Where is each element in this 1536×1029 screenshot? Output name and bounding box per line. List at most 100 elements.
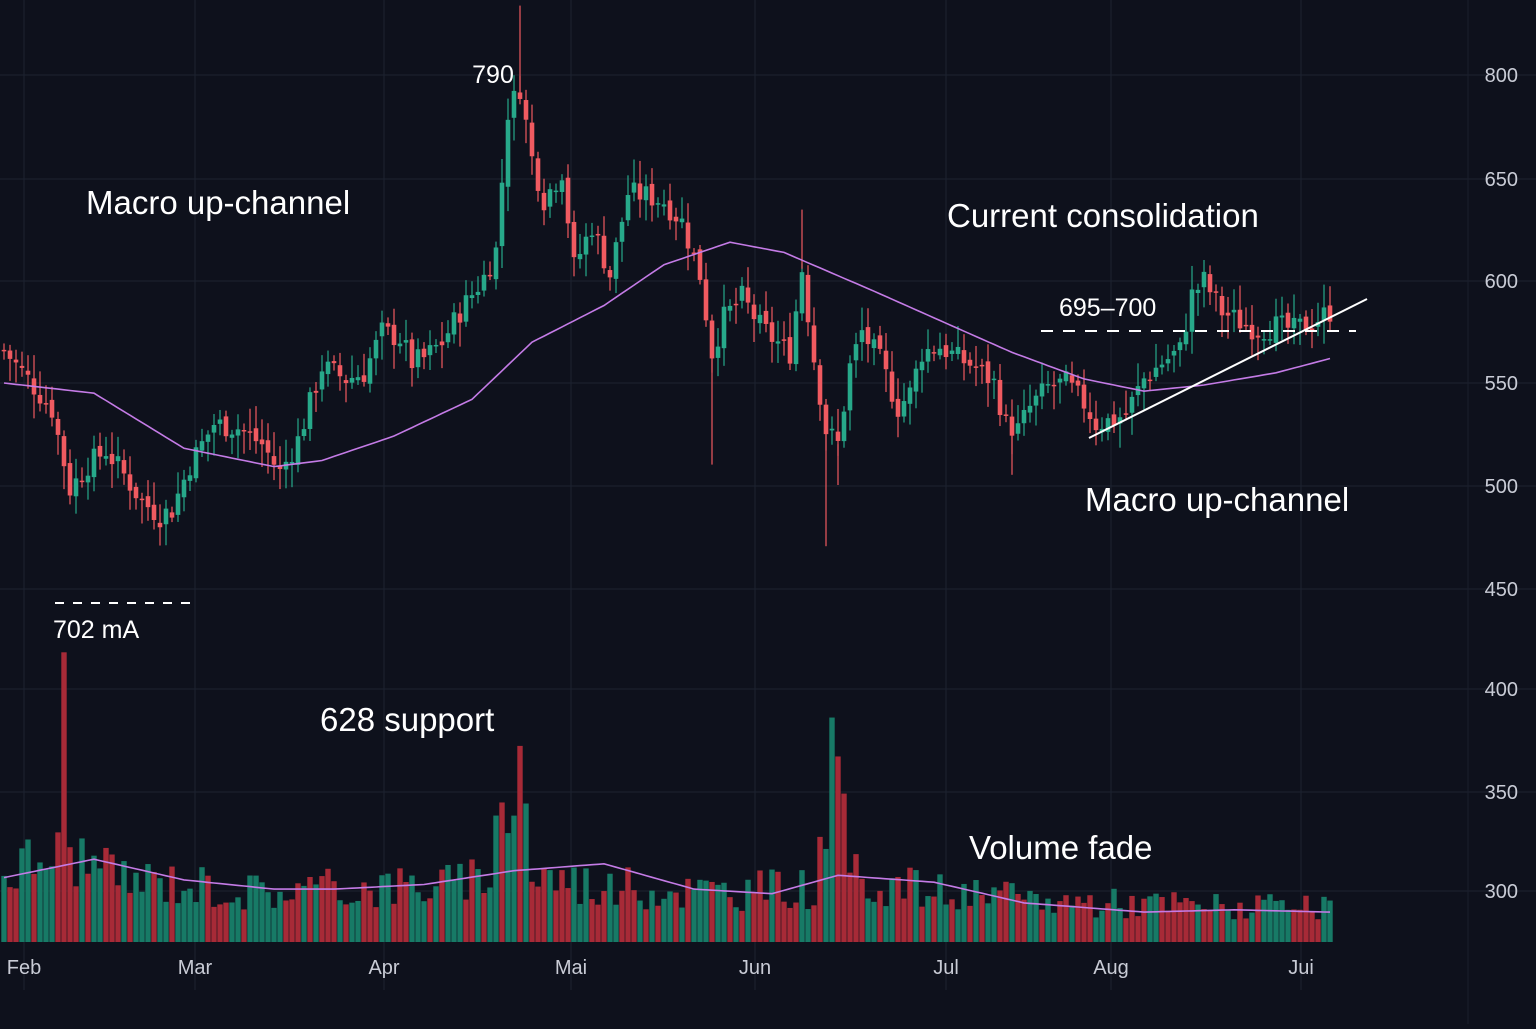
volume-bar (319, 876, 325, 942)
price-ma-line (3, 241, 1331, 468)
candle-body (1075, 380, 1081, 386)
candle-body (385, 323, 391, 327)
volume-bar (823, 848, 829, 942)
candle-body (937, 348, 943, 356)
volume-bar (571, 867, 577, 942)
candle-body (1015, 423, 1021, 434)
candle-body (211, 424, 217, 433)
volume-bar (1267, 894, 1273, 942)
volume-bar (1027, 890, 1033, 942)
candle-body (763, 310, 769, 324)
volume-bar (679, 907, 685, 942)
volume-bar (133, 872, 139, 942)
candle-body (1303, 316, 1309, 331)
volume-bar (859, 878, 865, 942)
candle-body (823, 404, 829, 435)
volume-bar (247, 875, 253, 942)
candle-body (565, 177, 571, 224)
volume-bar (157, 878, 163, 942)
candle-body (25, 370, 31, 375)
volume-bar (565, 888, 571, 942)
volume-bar (1213, 894, 1219, 942)
candle-body (247, 431, 253, 433)
volume-bar (553, 890, 559, 942)
volume-bar (1291, 909, 1297, 942)
volume-bar (661, 898, 667, 942)
candle-body (433, 344, 439, 347)
volume-bar (295, 883, 301, 942)
candle-body (781, 339, 787, 341)
annotation-label: Volume fade (969, 829, 1152, 866)
volume-bar (583, 868, 589, 942)
volume-bar (1237, 902, 1243, 942)
volume-bar (883, 906, 889, 942)
candle-body (1021, 409, 1027, 424)
volume-bar (1231, 919, 1237, 942)
volume-bar (121, 861, 127, 942)
volume-bar (1285, 909, 1291, 942)
volume-bar (541, 868, 547, 942)
candle-body (529, 122, 535, 157)
candle-body (697, 249, 703, 280)
volume-bar (691, 889, 697, 942)
candle-body (163, 508, 169, 525)
volume-bar (373, 907, 379, 942)
volume-bar (277, 891, 283, 942)
volume-bar (745, 879, 751, 942)
volume-bar (187, 888, 193, 942)
volume-bar (763, 899, 769, 942)
x-tick-label: Feb (7, 957, 41, 979)
volume-bar (1117, 908, 1123, 942)
volume-bar (1249, 912, 1255, 942)
candle-body (343, 380, 349, 384)
candle-body (793, 311, 799, 365)
candle-body (493, 247, 499, 280)
candle-body (583, 236, 589, 255)
candle-body (1219, 296, 1225, 316)
volume-bar (1063, 895, 1069, 942)
candle-body (355, 377, 361, 381)
candle-body (1189, 289, 1195, 332)
volume-bar (289, 899, 295, 942)
volume-bar (1261, 899, 1267, 942)
candle-body (673, 216, 679, 222)
candle-body (109, 453, 115, 465)
candle-body (769, 322, 775, 342)
volume-bar (1135, 916, 1141, 942)
volume-bar (49, 866, 55, 942)
candle-body (265, 440, 271, 453)
candle-body (973, 366, 979, 368)
candle-body (319, 371, 325, 390)
candle-body (1201, 271, 1207, 288)
x-tick-label: Mar (178, 957, 213, 979)
candle-body (307, 392, 313, 429)
candle-body (895, 398, 901, 417)
volume-bar (193, 902, 199, 942)
volume-bar (475, 869, 481, 942)
candle-body (445, 333, 451, 343)
volume-bar (829, 717, 835, 942)
volume-bar (625, 867, 631, 942)
volume-bar (559, 870, 565, 942)
volume-bar (853, 854, 859, 942)
annotation-label: 702 mA (53, 616, 139, 644)
volume-bar (73, 886, 79, 942)
candle-body (361, 375, 367, 382)
candle-body (1327, 305, 1333, 322)
candle-body (1291, 317, 1297, 329)
candle-body (1003, 414, 1009, 416)
candle-body (661, 204, 667, 207)
candle-body (1141, 378, 1147, 389)
volume-bar (205, 875, 211, 942)
volume-bar (1327, 900, 1333, 942)
candle-body (337, 365, 343, 377)
candle-body (1267, 339, 1273, 341)
volume-bar (307, 877, 313, 942)
candle-body (91, 448, 97, 478)
volume-bar (985, 903, 991, 942)
volume-bar (919, 906, 925, 942)
candle-body (139, 498, 145, 501)
volume-bar (1177, 902, 1183, 942)
volume-bar (835, 756, 841, 942)
